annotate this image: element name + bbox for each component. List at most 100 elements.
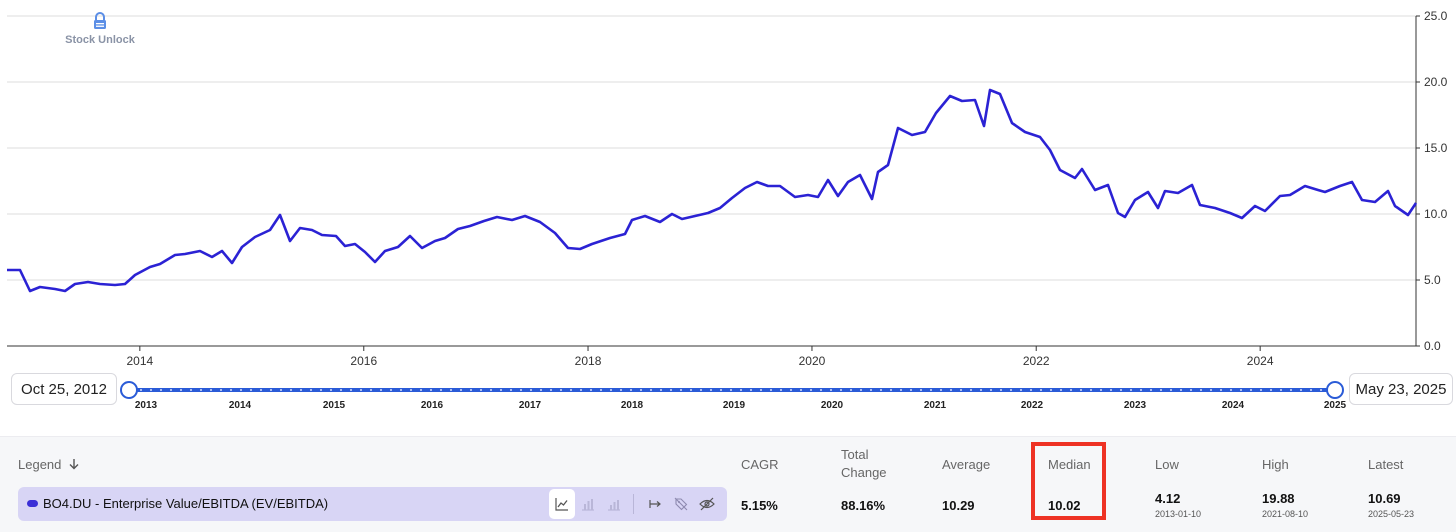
range-tick	[560, 389, 562, 391]
latest-date: 2025-05-23	[1368, 509, 1415, 519]
range-tick	[640, 389, 642, 391]
range-tick	[470, 389, 472, 391]
average-value: 10.29	[942, 498, 975, 513]
range-tick	[420, 389, 422, 391]
range-tick	[740, 389, 742, 391]
range-tick	[750, 389, 752, 391]
range-tick	[690, 389, 692, 391]
latest-header: Latest	[1368, 457, 1404, 472]
stacked-bar-button[interactable]	[601, 489, 627, 519]
axis-width-button[interactable]	[642, 489, 668, 519]
range-tick	[770, 389, 772, 391]
start-date-input[interactable]: Oct 25, 2012	[11, 373, 117, 405]
range-tick	[840, 389, 842, 391]
range-tick	[490, 389, 492, 391]
range-tick	[820, 389, 822, 391]
range-tick	[590, 389, 592, 391]
series-line	[7, 88, 1418, 293]
range-tick	[900, 389, 902, 391]
cagr-header: CAGR	[741, 457, 779, 472]
range-tick	[440, 389, 442, 391]
range-year-label: 2018	[620, 400, 644, 411]
stacked-bar-icon	[608, 500, 620, 511]
x-tick-label: 2018	[575, 354, 602, 368]
range-tick	[510, 389, 512, 391]
low-date: 2013-01-10	[1155, 509, 1202, 519]
range-tick	[950, 389, 952, 391]
tag-off-button[interactable]	[668, 489, 694, 519]
range-tick	[1070, 389, 1072, 391]
median-value: 10.02	[1048, 498, 1081, 513]
range-tick	[270, 389, 272, 391]
range-tick	[450, 389, 452, 391]
range-tick	[910, 389, 912, 391]
range-tick	[980, 389, 982, 391]
axis-width-icon	[649, 500, 661, 508]
range-tick	[700, 389, 702, 391]
range-tick	[1290, 389, 1292, 391]
range-tick	[320, 389, 322, 391]
x-tick-label: 2022	[1023, 354, 1050, 368]
range-tick	[1130, 389, 1132, 391]
legend-header[interactable]: Legend	[18, 456, 80, 474]
high-date: 2021-08-10	[1262, 509, 1309, 519]
legend-header-label: Legend	[18, 457, 62, 472]
y-tick-label: 5.0	[1424, 273, 1441, 287]
range-tick	[960, 389, 962, 391]
range-tick	[1200, 389, 1202, 391]
range-tick	[1030, 389, 1032, 391]
line-chart-button[interactable]	[549, 489, 575, 519]
arrow-down-icon	[69, 459, 79, 470]
range-year-label: 2024	[1221, 400, 1245, 411]
range-tick	[1120, 389, 1122, 391]
range-tick	[1050, 389, 1052, 391]
range-tick	[1110, 389, 1112, 391]
range-start-handle[interactable]	[120, 381, 138, 399]
range-tick	[600, 389, 602, 391]
range-tick	[730, 389, 732, 391]
range-year-label: 2016	[420, 400, 444, 411]
range-tick	[1160, 389, 1162, 391]
range-tick	[410, 389, 412, 391]
range-tick	[1170, 389, 1172, 391]
range-tick	[1230, 389, 1232, 391]
y-tick-label: 15.0	[1424, 141, 1448, 155]
range-year-label: 2019	[722, 400, 746, 411]
legend-series-row[interactable]: BO4.DU - Enterprise Value/EBITDA (EV/EBI…	[18, 487, 727, 521]
range-tick	[240, 389, 242, 391]
x-tick-label: 2024	[1247, 354, 1274, 368]
range-year-label: 2025	[1323, 400, 1347, 411]
range-tick	[930, 389, 932, 391]
range-tick	[1140, 389, 1142, 391]
range-tick	[710, 389, 712, 391]
range-tick	[530, 389, 532, 391]
brand-name: Stock Unlock	[65, 34, 135, 46]
range-tick	[210, 389, 212, 391]
average-header: Average	[942, 457, 991, 472]
range-tick	[580, 389, 582, 391]
range-tick	[1060, 389, 1062, 391]
range-end-handle[interactable]	[1326, 381, 1344, 399]
line-chart: 0.0 5.0 10.0 15.0 20.0 25.0 2014 2016 2018 2020 20…	[7, 9, 1448, 368]
range-tick	[1260, 389, 1262, 391]
range-tick	[350, 389, 352, 391]
range-tick	[810, 389, 812, 391]
range-tick	[360, 389, 362, 391]
range-slider-track[interactable]	[129, 388, 1335, 392]
range-tick	[570, 389, 572, 391]
range-tick	[850, 389, 852, 391]
low-header: Low	[1155, 457, 1179, 472]
bar-chart-button[interactable]	[575, 489, 601, 519]
hide-series-button[interactable]	[694, 489, 720, 519]
end-date-input[interactable]: May 23, 2025	[1349, 373, 1453, 405]
range-tick	[250, 389, 252, 391]
range-tick	[860, 389, 862, 391]
range-tick	[970, 389, 972, 391]
range-tick	[1280, 389, 1282, 391]
range-tick	[1240, 389, 1242, 391]
median-highlight-box	[1031, 442, 1106, 520]
range-tick	[430, 389, 432, 391]
range-tick	[760, 389, 762, 391]
range-tick	[720, 389, 722, 391]
latest-value: 10.69	[1368, 491, 1401, 506]
